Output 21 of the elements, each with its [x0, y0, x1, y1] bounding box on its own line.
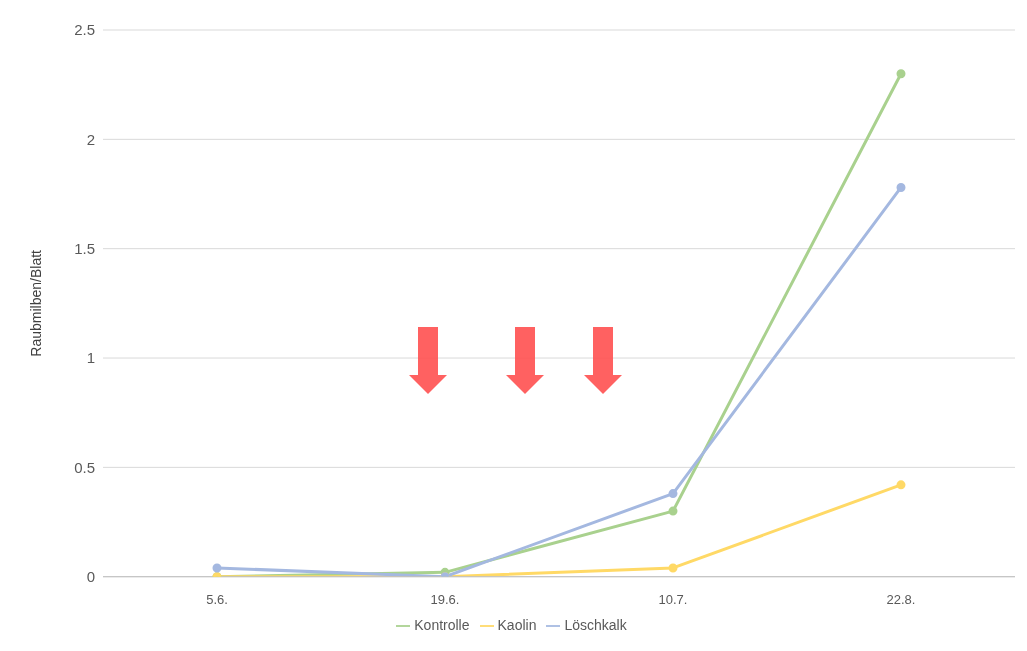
- y-tick-label: 2.5: [74, 21, 95, 39]
- y-tick-label: 0: [86, 568, 95, 586]
- x-tick-label: 5.6.: [206, 591, 228, 607]
- x-tick-label: 19.6.: [430, 591, 460, 607]
- legend-label: Kontrolle: [414, 616, 470, 633]
- y-tick-label: 1.5: [74, 240, 95, 258]
- point: [896, 480, 906, 490]
- x-tick-label: 22.8.: [886, 591, 916, 607]
- legend-label: Löschkalk: [564, 616, 627, 633]
- point: [668, 506, 678, 516]
- point: [896, 69, 906, 79]
- point: [668, 563, 678, 573]
- point: [668, 489, 678, 499]
- y-tick-label: 2: [86, 130, 95, 148]
- point: [896, 182, 906, 192]
- x-tick-label: 10.7.: [658, 591, 688, 607]
- legend-label: Kaolin: [497, 616, 537, 633]
- y-axis-title: Raubmilben/Blatt: [27, 249, 44, 357]
- point: [212, 563, 222, 573]
- y-tick-label: 0.5: [74, 458, 95, 476]
- y-tick-label: 1: [86, 349, 95, 367]
